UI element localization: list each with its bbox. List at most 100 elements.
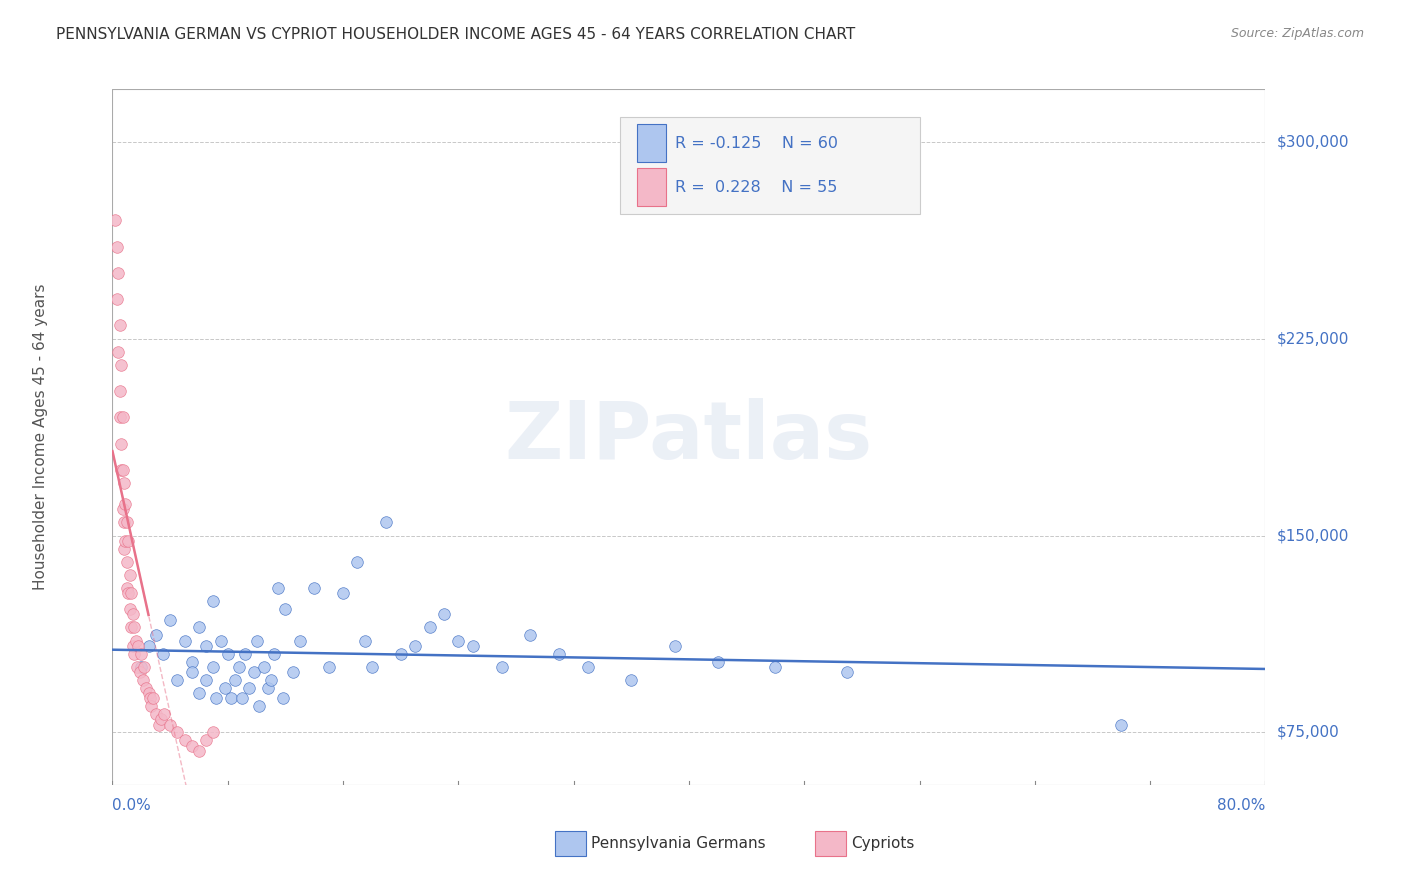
Point — [195, 673, 218, 687]
Point — [110, 436, 132, 450]
Point — [491, 660, 513, 674]
Point — [837, 665, 859, 679]
Point — [202, 660, 225, 674]
Text: $300,000: $300,000 — [1277, 134, 1350, 149]
Point — [110, 358, 132, 372]
Point — [219, 691, 242, 706]
Point — [353, 633, 375, 648]
Point — [263, 647, 285, 661]
Point — [419, 620, 441, 634]
Point — [180, 655, 202, 669]
Point — [205, 691, 228, 706]
Point — [228, 660, 250, 674]
Point — [117, 586, 139, 600]
Text: R = -0.125    N = 60: R = -0.125 N = 60 — [675, 136, 838, 151]
FancyBboxPatch shape — [620, 117, 920, 214]
Text: Source: ZipAtlas.com: Source: ZipAtlas.com — [1230, 27, 1364, 40]
Point — [111, 410, 134, 425]
Point — [375, 516, 398, 530]
Point — [257, 681, 280, 695]
Point — [120, 586, 142, 600]
Text: $75,000: $75,000 — [1277, 725, 1340, 740]
Point — [105, 240, 128, 254]
Point — [195, 733, 218, 747]
Point — [224, 673, 246, 687]
Point — [112, 516, 135, 530]
Point — [188, 620, 211, 634]
Point — [281, 665, 304, 679]
Point — [118, 602, 141, 616]
Point — [620, 673, 643, 687]
Point — [180, 739, 202, 753]
Point — [122, 647, 145, 661]
Point — [202, 725, 225, 739]
Point — [108, 384, 131, 398]
Point — [461, 639, 484, 653]
Point — [267, 581, 290, 595]
Point — [238, 681, 260, 695]
Point — [107, 266, 129, 280]
Point — [129, 647, 153, 661]
Point — [159, 717, 181, 731]
Point — [108, 318, 131, 333]
Point — [125, 660, 148, 674]
Point — [447, 633, 470, 648]
Point — [202, 594, 225, 608]
Point — [242, 665, 264, 679]
Point — [389, 647, 412, 661]
Point — [124, 633, 146, 648]
Point — [332, 586, 354, 600]
Point — [122, 620, 145, 634]
Text: 80.0%: 80.0% — [1218, 798, 1265, 814]
Point — [145, 628, 167, 642]
Point — [108, 410, 131, 425]
Point — [121, 607, 143, 622]
Point — [318, 660, 340, 674]
Point — [195, 639, 218, 653]
Point — [173, 633, 195, 648]
Point — [134, 660, 156, 674]
Point — [115, 581, 138, 595]
Point — [148, 717, 170, 731]
Text: 0.0%: 0.0% — [112, 798, 152, 814]
Point — [142, 691, 165, 706]
Point — [110, 463, 132, 477]
Point — [105, 292, 128, 306]
Point — [249, 699, 271, 714]
Point — [214, 681, 236, 695]
Text: Cypriots: Cypriots — [851, 837, 914, 851]
Point — [260, 673, 283, 687]
Point — [107, 344, 129, 359]
Point — [166, 673, 188, 687]
Point — [1111, 717, 1133, 731]
Point — [104, 213, 127, 227]
Point — [231, 691, 253, 706]
Point — [114, 533, 136, 548]
Text: R =  0.228    N = 55: R = 0.228 N = 55 — [675, 180, 838, 195]
Point — [141, 699, 163, 714]
Point — [188, 686, 211, 700]
Point — [138, 686, 160, 700]
Point — [132, 673, 155, 687]
Point — [765, 660, 787, 674]
Point — [173, 733, 195, 747]
Point — [135, 681, 157, 695]
Point — [150, 712, 173, 726]
Point — [166, 725, 188, 739]
Point — [217, 647, 239, 661]
Text: Householder Income Ages 45 - 64 years: Householder Income Ages 45 - 64 years — [32, 284, 48, 591]
Point — [274, 602, 297, 616]
Point — [346, 555, 368, 569]
Point — [127, 639, 149, 653]
Point — [112, 476, 135, 491]
Point — [233, 647, 256, 661]
Point — [128, 665, 150, 679]
Point — [114, 497, 136, 511]
Point — [253, 660, 276, 674]
Point — [152, 647, 174, 661]
Point — [188, 744, 211, 758]
Point — [138, 639, 160, 653]
Point — [548, 647, 571, 661]
Point — [111, 463, 134, 477]
Text: PENNSYLVANIA GERMAN VS CYPRIOT HOUSEHOLDER INCOME AGES 45 - 64 YEARS CORRELATION: PENNSYLVANIA GERMAN VS CYPRIOT HOUSEHOLD… — [56, 27, 855, 42]
